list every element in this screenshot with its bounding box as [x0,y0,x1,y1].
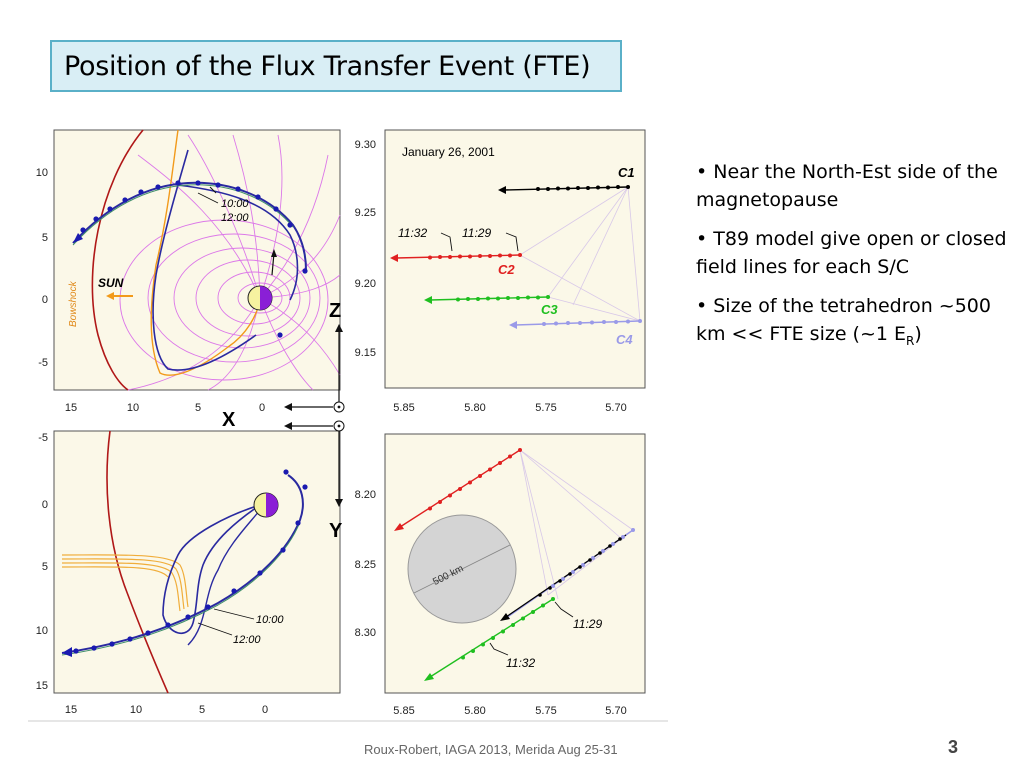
xy-ytick: 15 [36,680,48,692]
zoom-top-panel: January 26, 2001 [355,129,646,414]
bullet-text: • Size of the tetrahedron ~500 km << FTE… [696,295,991,345]
zoom-top-xtick: 5.85 [393,402,414,414]
fte-figure: SUN Bowshock 10:00 12:00 10 5 0 -5 15 10… [28,129,668,722]
y-axis-label: Y [329,520,343,542]
xy-time-label: 10:00 [256,614,284,626]
bullet-tail: ) [914,323,922,345]
xy-xtick: 10 [130,704,142,716]
bullet-text: • Near the North-Est side of the magneto… [696,161,998,211]
zoom-top-time: 11:32 [398,226,427,240]
axis-orientation: X Z Y [222,300,345,542]
zoom-bottom-xtick: 5.75 [535,705,556,717]
c2-label: C2 [498,262,515,277]
xz-xtick: 0 [259,402,265,414]
c3-label: C3 [541,302,558,317]
xy-time-label: 12:00 [233,634,261,646]
xz-ytick: -5 [38,357,48,369]
bullet-list: • Near the North-Est side of the magneto… [696,158,1014,366]
bullet-item: • T89 model give open or closed field li… [696,225,1014,281]
zoom-top-ytick: 9.30 [355,139,376,151]
xy-xtick: 5 [199,704,205,716]
xy-ytick: 10 [36,625,48,637]
sun-label: SUN [98,276,124,290]
bullet-text: • T89 model give open or closed field li… [696,228,1007,278]
c4-label: C4 [616,332,633,347]
zoom-bottom-time: 11:29 [573,617,602,631]
xz-ytick: 0 [42,294,48,306]
xz-ytick: 5 [42,232,48,244]
xz-panel: SUN Bowshock 10:00 12:00 10 5 0 -5 15 10… [36,129,341,414]
zoom-top-ytick: 9.15 [355,347,376,359]
zoom-top-ytick: 9.20 [355,278,376,290]
slide-title: Position of the Flux Transfer Event (FTE… [64,50,591,82]
field-lines [119,134,341,391]
zoom-bottom-xtick: 5.85 [393,705,414,717]
xy-ytick: 0 [42,499,48,511]
bowshock-label: Bowshock [68,280,79,327]
zoom-bottom-ytick: 8.30 [355,627,376,639]
xy-panel: 10:00 12:00 -5 0 5 10 15 15 10 5 0 [28,430,668,722]
xz-ytick: 10 [36,167,48,179]
xz-xtick: 10 [127,402,139,414]
bullet-item: • Size of the tetrahedron ~500 km << FTE… [696,292,1014,355]
x-axis-label: X [222,409,236,431]
slide-footer: Roux-Robert, IAGA 2013, Merida Aug 25-31 [364,742,618,757]
zoom-top-ytick: 9.25 [355,207,376,219]
xz-xtick: 5 [195,402,201,414]
z-axis-label: Z [329,300,341,322]
zoom-date: January 26, 2001 [402,145,495,159]
xz-time-label: 12:00 [221,212,249,224]
zoom-bottom-ytick: 8.25 [355,559,376,571]
xz-xtick: 15 [65,402,77,414]
c1-label: C1 [618,165,635,180]
xy-ytick: 5 [42,561,48,573]
xy-xtick: 0 [262,704,268,716]
field-loop [152,149,257,371]
zoom-top-xtick: 5.70 [605,402,626,414]
bullet-subscript: R [906,333,915,348]
zoom-top-time: 11:29 [462,226,491,240]
page-number: 3 [948,737,959,757]
bullet-item: • Near the North-Est side of the magneto… [696,158,1014,214]
xy-xtick: 15 [65,704,77,716]
xy-ytick: -5 [38,432,48,444]
zoom-bottom-xtick: 5.70 [605,705,626,717]
zoom-top-xtick: 5.75 [535,402,556,414]
zoom-bottom-panel: 500 km 11:29 11:32 [355,433,646,717]
slide-title-box: Position of the Flux Transfer Event (FTE… [50,40,622,92]
bowshock-line [91,129,144,391]
zoom-bottom-ytick: 8.20 [355,489,376,501]
zoom-bottom-xtick: 5.80 [464,705,485,717]
zoom-bottom-time: 11:32 [506,656,535,670]
zoom-top-xtick: 5.80 [464,402,485,414]
xz-time-label: 10:00 [221,198,249,210]
